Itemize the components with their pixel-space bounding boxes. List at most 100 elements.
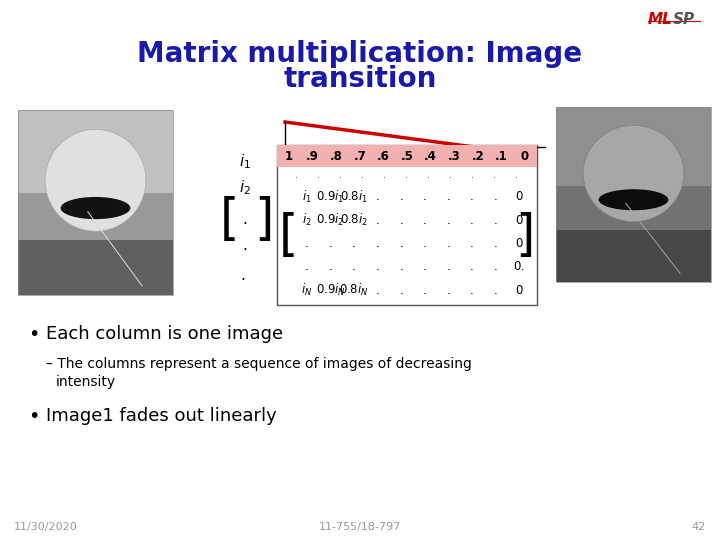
Text: .: . <box>470 214 474 227</box>
Text: .: . <box>494 191 498 204</box>
Text: $i_1$: $i_1$ <box>239 153 251 171</box>
Text: $i_2$: $i_2$ <box>302 212 312 228</box>
Bar <box>556 107 711 186</box>
Text: ]: ] <box>516 212 535 260</box>
Text: ]: ] <box>254 196 274 244</box>
Text: .: . <box>340 170 343 180</box>
Text: .: . <box>470 284 474 296</box>
Text: Matrix multiplication: Image: Matrix multiplication: Image <box>138 40 582 68</box>
Bar <box>556 107 711 282</box>
Text: .: . <box>472 170 474 180</box>
Text: .: . <box>352 260 356 273</box>
Text: .: . <box>352 237 356 250</box>
Text: 0: 0 <box>516 284 523 296</box>
Text: Image1 fades out linearly: Image1 fades out linearly <box>46 407 276 425</box>
Text: .: . <box>446 214 450 227</box>
Text: 42: 42 <box>692 522 706 532</box>
Ellipse shape <box>60 197 130 219</box>
Text: .8: .8 <box>330 150 343 163</box>
Text: [: [ <box>220 196 240 244</box>
Text: .: . <box>470 237 474 250</box>
Ellipse shape <box>583 125 684 221</box>
Text: .3: .3 <box>448 150 461 163</box>
Text: – The columns represent a sequence of images of decreasing: – The columns represent a sequence of im… <box>46 357 472 371</box>
Text: $i_2$: $i_2$ <box>239 179 251 197</box>
Text: ML: ML <box>648 12 673 27</box>
Text: .: . <box>494 237 498 250</box>
Text: .: . <box>376 237 379 250</box>
Text: .: . <box>329 260 333 273</box>
Text: .: . <box>318 170 320 180</box>
Bar <box>18 240 173 295</box>
Text: $0.8i_2$: $0.8i_2$ <box>340 212 368 228</box>
Text: $i_1$: $i_1$ <box>302 189 312 205</box>
Text: .: . <box>423 260 427 273</box>
Text: $0.8i_1$: $0.8i_1$ <box>340 189 368 205</box>
Bar <box>277 145 537 305</box>
Text: .: . <box>423 237 427 250</box>
Text: .: . <box>405 170 408 180</box>
Text: .: . <box>423 214 427 227</box>
Text: •: • <box>28 407 40 426</box>
Ellipse shape <box>598 189 668 210</box>
Text: .: . <box>516 170 518 180</box>
Text: $0.9i_2$: $0.9i_2$ <box>316 212 345 228</box>
Text: .: . <box>376 214 379 227</box>
Text: $i_N$: $i_N$ <box>302 282 312 298</box>
Text: [: [ <box>279 212 299 260</box>
Text: .: . <box>361 170 364 180</box>
Text: .: . <box>400 237 403 250</box>
Text: 0: 0 <box>516 214 523 227</box>
Text: $.$: $.$ <box>240 267 250 282</box>
Text: .: . <box>400 214 403 227</box>
Bar <box>277 145 537 167</box>
Text: $.$: $.$ <box>243 213 248 227</box>
Text: •: • <box>28 325 40 344</box>
Text: .: . <box>446 284 450 296</box>
Text: .: . <box>295 170 299 180</box>
Text: .: . <box>376 191 379 204</box>
Bar <box>18 110 173 295</box>
Text: .: . <box>400 260 403 273</box>
Text: SP: SP <box>673 12 695 27</box>
Text: .7: .7 <box>354 150 366 163</box>
Text: .: . <box>384 170 387 180</box>
Text: $0.9i_1$: $0.9i_1$ <box>316 189 345 205</box>
Text: .: . <box>446 237 450 250</box>
Text: .: . <box>376 284 379 296</box>
Text: 0: 0 <box>516 237 523 250</box>
Text: .9: .9 <box>306 150 319 163</box>
Text: .: . <box>428 170 431 180</box>
Text: 0.: 0. <box>513 260 525 273</box>
Text: intensity: intensity <box>56 375 116 389</box>
Bar <box>556 230 711 282</box>
Text: .: . <box>400 191 403 204</box>
Text: .: . <box>494 260 498 273</box>
Text: .: . <box>446 191 450 204</box>
Text: .: . <box>305 237 309 250</box>
Text: .: . <box>305 260 309 273</box>
Text: .: . <box>329 237 333 250</box>
Text: .5: .5 <box>400 150 413 163</box>
Bar <box>18 110 173 295</box>
Text: .: . <box>493 170 497 180</box>
Text: .: . <box>470 191 474 204</box>
Ellipse shape <box>45 130 146 231</box>
Text: 11-755/18-797: 11-755/18-797 <box>319 522 401 532</box>
Bar <box>18 110 173 193</box>
Text: .2: .2 <box>472 150 484 163</box>
Text: 0: 0 <box>521 150 529 163</box>
Text: .1: .1 <box>495 150 508 163</box>
Text: .: . <box>400 284 403 296</box>
Text: $0.8i_N$: $0.8i_N$ <box>339 282 369 298</box>
Text: .6: .6 <box>377 150 390 163</box>
Text: 11/30/2020: 11/30/2020 <box>14 522 78 532</box>
Text: Each column is one image: Each column is one image <box>46 325 283 343</box>
Bar <box>556 107 711 282</box>
Text: .: . <box>446 260 450 273</box>
Text: .: . <box>376 260 379 273</box>
Text: .: . <box>494 214 498 227</box>
Text: 1: 1 <box>285 150 293 163</box>
Text: $.$: $.$ <box>243 238 248 253</box>
Text: transition: transition <box>283 65 437 93</box>
